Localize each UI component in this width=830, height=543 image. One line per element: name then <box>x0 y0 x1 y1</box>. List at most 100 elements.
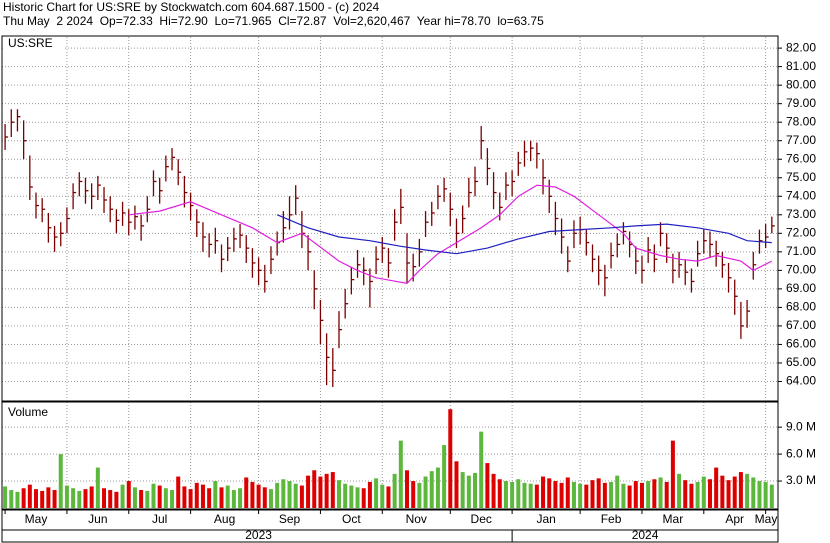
volume-bar <box>102 488 107 508</box>
year-label: 2024 <box>632 528 659 542</box>
volume-bar <box>262 487 267 508</box>
volume-bar <box>27 484 32 508</box>
volume-bar <box>15 491 20 508</box>
volume-bar <box>355 487 360 508</box>
volume-bar <box>256 484 261 508</box>
volume-bar <box>707 479 712 508</box>
volume-bar <box>170 490 175 508</box>
volume-bar <box>58 454 63 508</box>
volume-bar <box>83 489 88 508</box>
volume-bar <box>21 488 26 508</box>
volume-bar <box>219 487 224 508</box>
volume-bar <box>287 481 292 508</box>
volume-bar <box>213 481 218 508</box>
x-tick-label: Jul <box>152 512 167 526</box>
moving-average <box>128 184 773 284</box>
volume-bar <box>157 485 162 508</box>
y-tick-label: 66.00 <box>786 337 816 351</box>
volume-bar <box>176 476 181 508</box>
volume-bar <box>405 470 410 508</box>
y-tick-label: 70.00 <box>786 263 816 277</box>
volume-bar <box>565 477 570 508</box>
volume-bar <box>367 481 372 508</box>
x-tick-label: May <box>25 512 48 526</box>
y-tick-label: 77.00 <box>786 133 816 147</box>
volume-bar <box>417 482 422 508</box>
volume-bar <box>726 480 731 508</box>
volume-bar <box>411 481 416 508</box>
volume-bar <box>268 489 273 508</box>
y-tick-label: 74.00 <box>786 188 816 202</box>
volume-bar <box>108 490 113 508</box>
x-tick-label: Oct <box>342 512 361 526</box>
volume-bar <box>448 409 453 508</box>
volume-bar <box>763 481 768 508</box>
volume-tick-label: 9.0 M <box>786 419 816 433</box>
volume-bar <box>281 479 286 508</box>
volume-bar <box>701 476 706 508</box>
volume-bar <box>751 477 756 508</box>
volume-bar <box>677 473 682 508</box>
x-tick-label: Feb <box>601 512 622 526</box>
y-tick-label: 65.00 <box>786 355 816 369</box>
volume-bar <box>466 475 471 508</box>
volume-bar <box>231 490 236 508</box>
volume-bar <box>757 481 762 508</box>
x-tick-label: Nov <box>406 512 427 526</box>
volume-bar <box>324 473 329 508</box>
volume-bar <box>182 486 187 508</box>
volume-bar <box>250 481 255 508</box>
y-tick-label: 73.00 <box>786 207 816 221</box>
volume-bar <box>392 473 397 508</box>
volume-bar <box>423 476 428 508</box>
year-row <box>1 529 779 543</box>
x-tick-label: Apr <box>725 512 744 526</box>
volume-bar <box>738 472 743 508</box>
volume-bar <box>132 487 137 508</box>
volume-bar <box>312 470 317 508</box>
y-tick-label: 64.00 <box>786 374 816 388</box>
volume-bar <box>139 490 144 508</box>
volume-bar <box>386 486 391 508</box>
chart-subtitle: Thu May 2 2024 Op=72.33 Hi=72.90 Lo=71.9… <box>3 14 544 28</box>
volume-bar <box>126 481 131 508</box>
volume-bar <box>398 440 403 508</box>
y-tick-label: 81.00 <box>786 59 816 73</box>
volume-bar <box>516 479 521 508</box>
volume-bar <box>627 485 632 508</box>
symbol-box <box>3 37 63 53</box>
x-tick-label: Jan <box>536 512 555 526</box>
moving-average <box>276 214 772 255</box>
volume-bar <box>3 486 8 508</box>
volume-bar <box>163 488 168 508</box>
volume-bar <box>485 463 490 508</box>
y-tick-label: 75.00 <box>786 170 816 184</box>
volume-bar <box>194 482 199 508</box>
volume-bar <box>460 472 465 508</box>
price-panel <box>1 35 779 402</box>
year-label: 2023 <box>245 528 272 542</box>
volume-bar <box>596 478 601 508</box>
volume-bar <box>584 484 589 508</box>
volume-bar <box>633 481 638 508</box>
volume-bar <box>510 481 515 508</box>
y-tick-label: 80.00 <box>786 77 816 91</box>
volume-bar <box>664 481 669 508</box>
volume-bar <box>602 482 607 508</box>
volume-bar <box>343 483 348 508</box>
volume-bar <box>528 483 533 508</box>
volume-bar <box>34 489 39 508</box>
volume-bar <box>559 482 564 508</box>
y-tick-label: 76.00 <box>786 151 816 165</box>
volume-bar <box>714 467 719 508</box>
volume-bar <box>225 485 230 508</box>
volume-bar <box>615 475 620 508</box>
volume-bar <box>120 484 125 508</box>
volume-bar <box>479 431 484 508</box>
volume-bar <box>491 473 496 508</box>
volume-bar <box>145 490 150 508</box>
volume-bar <box>114 491 119 508</box>
y-tick-label: 79.00 <box>786 96 816 110</box>
volume-bar <box>200 484 205 508</box>
x-tick-label: Jun <box>88 512 107 526</box>
